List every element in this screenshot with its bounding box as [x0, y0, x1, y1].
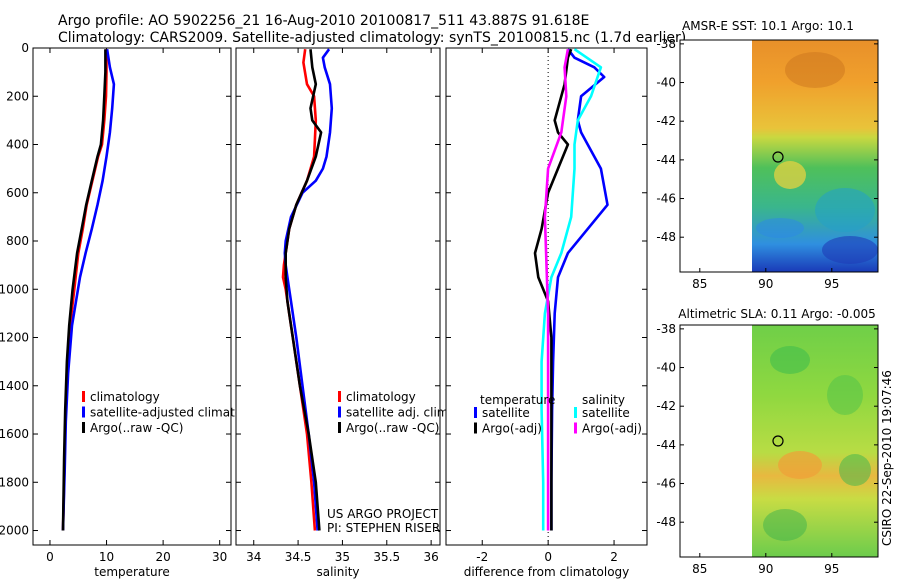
map-y-tick-label: -40 [656, 76, 676, 90]
series-line [61, 49, 107, 531]
x-tick-label: 36 [423, 550, 438, 564]
x-tick-label: 2 [610, 550, 618, 564]
y-tick-label: 1600 [0, 427, 29, 441]
series-line [550, 48, 609, 531]
series-line [540, 48, 603, 531]
x-tick-label: 0 [46, 550, 54, 564]
argo-location-marker [772, 151, 784, 163]
legend-swatch [574, 407, 577, 418]
legend-swatch [82, 391, 85, 402]
y-tick-label: 1000 [0, 282, 29, 296]
legend-label: satellite [482, 406, 530, 420]
temperature-panel: 0 200 400 600 800 1000 1200 1400 1600 1800 2000 0 10… [0, 41, 268, 579]
sla-map-panel: Altimetric SLA: 0.11 Argo: -0.005 -38 -40… [656, 307, 879, 576]
salinity-panel: 34 34.5 35 35.5 36 salinity climatology satelli… [235, 47, 452, 579]
map-y-tick-label: -48 [656, 230, 676, 244]
map-x-tick-label: 90 [758, 562, 773, 576]
map-x-tick-label: 85 [692, 562, 707, 576]
map-y-tick-label: -40 [656, 361, 676, 375]
legend-swatch [338, 422, 341, 433]
map-y-tick-label: -38 [656, 322, 676, 336]
legend-swatch [474, 422, 477, 434]
y-tick-label: 0 [21, 41, 29, 55]
legend-label: Argo(-adj) [482, 422, 542, 436]
legend-label: Argo(-adj) [582, 422, 642, 436]
sla-map-title: Altimetric SLA: 0.11 Argo: -0.005 [678, 307, 875, 321]
y-tick-label: 600 [6, 186, 29, 200]
legend-label: satellite adj. clim. [346, 406, 452, 420]
series-line [533, 48, 573, 531]
map-y-tick-label: -44 [656, 153, 676, 167]
legend-label: climatology [346, 390, 416, 404]
legend-swatch [82, 406, 85, 418]
legend-swatch [338, 391, 341, 402]
legend-label: satellite-adjusted climatology [90, 406, 268, 420]
credit-pi: PI: STEPHEN RISER [327, 521, 440, 535]
argo-location-marker [772, 435, 784, 447]
map-x-tick-label: 95 [824, 277, 839, 291]
map-y-tick-label: -48 [656, 515, 676, 529]
series-group [61, 49, 116, 531]
x-tick-label: 20 [155, 550, 170, 564]
x-tick-label: 34 [246, 550, 261, 564]
map-y-tick-label: -46 [656, 192, 676, 206]
credit-project: US ARGO PROJECT [327, 507, 439, 521]
series-group [281, 48, 334, 531]
series-line [61, 49, 116, 531]
legend-swatch [574, 422, 577, 434]
y-tick-label: 1200 [0, 331, 29, 345]
x-axis-label: temperature [94, 565, 169, 579]
y-tick-label: 1400 [0, 379, 29, 393]
x-tick-label: 0 [544, 550, 552, 564]
map-x-tick-label: 90 [758, 277, 773, 291]
series-line [284, 49, 323, 531]
y-tick-label: 1800 [0, 475, 29, 489]
series-group [533, 48, 609, 531]
legend-label: Argo(..raw -QC) [90, 421, 183, 435]
legend-group-title: salinity [582, 393, 625, 407]
y-tick-label: 2000 [0, 524, 29, 538]
figure-title-line2: Climatology: CARS2009. Satellite-adjuste… [58, 30, 687, 46]
y-tick-label: 200 [6, 89, 29, 103]
map-y-tick-label: -42 [656, 114, 676, 128]
figure-title-line1: Argo profile: AO 5902256_21 16-Aug-2010 … [58, 13, 590, 29]
x-tick-label: 10 [99, 550, 114, 564]
y-tick-label: 400 [6, 138, 29, 152]
map-y-tick-label: -42 [656, 399, 676, 413]
x-tick-label: 34.5 [285, 550, 312, 564]
map-x-tick-label: 85 [692, 277, 707, 291]
x-tick-label: 35.5 [373, 550, 400, 564]
sst-map-panel: AMSR-E SST: 10.1 Argo: 10.1 -38 -40 -42 -44… [656, 19, 879, 291]
legend-label: Argo(..raw -QC) [346, 421, 439, 435]
legend-swatch [338, 406, 341, 418]
x-tick-label: -2 [476, 550, 488, 564]
map-x-tick-label: 95 [824, 562, 839, 576]
legend-label: satellite [582, 406, 630, 420]
series-line [543, 48, 570, 531]
legend-swatch [474, 407, 477, 418]
map-y-tick-label: -44 [656, 438, 676, 452]
x-tick-label: 35 [335, 550, 350, 564]
legend-group-title: temperature [480, 393, 555, 407]
series-line [283, 48, 334, 531]
legend-label: climatology [90, 390, 160, 404]
y-tick-label: 800 [6, 234, 29, 248]
legend-swatch [82, 422, 85, 433]
x-axis-label: difference from climatology [464, 565, 630, 579]
map-y-tick-label: -38 [656, 37, 676, 51]
sst-map-title: AMSR-E SST: 10.1 Argo: 10.1 [682, 19, 854, 33]
x-tick-label: 30 [212, 550, 227, 564]
x-axis-label: salinity [316, 565, 359, 579]
plot-frame [235, 47, 441, 546]
map-y-tick-label: -46 [656, 477, 676, 491]
